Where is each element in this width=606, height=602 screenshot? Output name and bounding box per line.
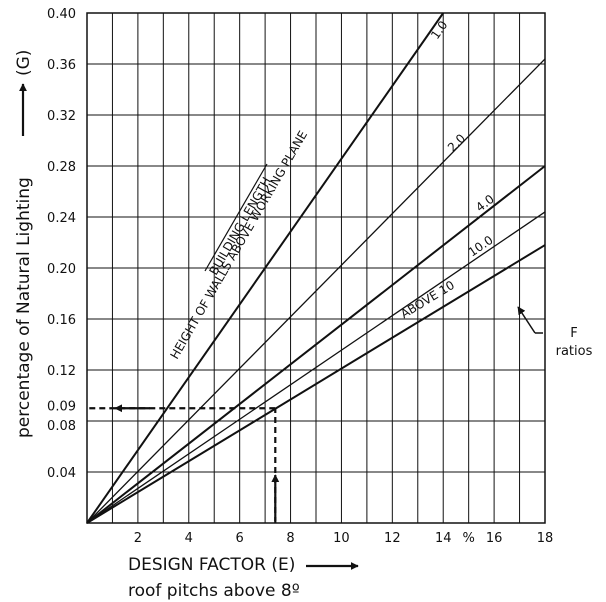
y-axis-symbol: (G) xyxy=(14,50,34,76)
x-tick-label-7: 16 xyxy=(486,531,503,546)
annotation-fraction-bar xyxy=(204,163,268,272)
x-tick-label-3: 8 xyxy=(286,531,294,546)
series-lines xyxy=(86,12,546,524)
series-label-2: 4.0 xyxy=(473,192,497,215)
y-axis-title: percentage of Natural Lighting xyxy=(14,177,34,438)
x-tick-label-1: 4 xyxy=(185,531,193,546)
y-tick-label-3: 0.12 xyxy=(47,364,76,379)
ratio-callout-f: F xyxy=(570,326,577,341)
ratio-callout-ratios: ratios xyxy=(556,344,593,359)
ratio-callout-arrow xyxy=(517,306,536,334)
series-line-0 xyxy=(86,12,445,524)
y-tick-label-4: 0.16 xyxy=(47,313,76,328)
y-tick-label-6: 0.24 xyxy=(47,211,76,226)
y-tick-label-10: 0.40 xyxy=(47,7,76,22)
x-tick-label-6: 14 xyxy=(435,531,452,546)
y-tick-label-7: 0.28 xyxy=(47,160,76,175)
example-reading xyxy=(87,404,280,523)
x-tick-label-8: 18 xyxy=(537,531,554,546)
series-line-1 xyxy=(86,58,546,524)
x-tick-label-0: 2 xyxy=(134,531,142,546)
series-line-2 xyxy=(86,165,546,524)
y-tick-label-2: 0.09 xyxy=(47,399,76,414)
x-unit-label: % xyxy=(462,531,474,546)
series-label-0: 1.0 xyxy=(428,18,450,42)
y-tick-label-0: 0.04 xyxy=(47,466,76,481)
x-axis-title: DESIGN FACTOR (E) xyxy=(128,555,295,575)
ratio-callout: F ratios xyxy=(517,306,593,359)
series-line-3 xyxy=(86,211,546,524)
y-tick-label-5: 0.20 xyxy=(47,262,76,277)
y-tick-label-9: 0.36 xyxy=(47,58,76,73)
series-label-4: ABOVE 10 xyxy=(398,278,457,321)
plot-frame xyxy=(86,12,546,524)
x-axis-subtitle: roof pitchs above 8º xyxy=(128,581,300,601)
grid xyxy=(86,12,546,524)
y-tick-label-1: 0.08 xyxy=(47,419,76,434)
x-tick-label-2: 6 xyxy=(236,531,244,546)
x-tick-label-4: 10 xyxy=(333,531,350,546)
series-line-4 xyxy=(86,244,546,524)
y-tick-label-8: 0.32 xyxy=(47,109,76,124)
x-tick-label-5: 12 xyxy=(384,531,401,546)
tick-labels: 2 4 6 8 10 12 14 16 18% 0.04 0.08 0.09 0.12 0.16 0.20 0… xyxy=(47,7,553,546)
series-label-1: 2.0 xyxy=(445,131,468,154)
